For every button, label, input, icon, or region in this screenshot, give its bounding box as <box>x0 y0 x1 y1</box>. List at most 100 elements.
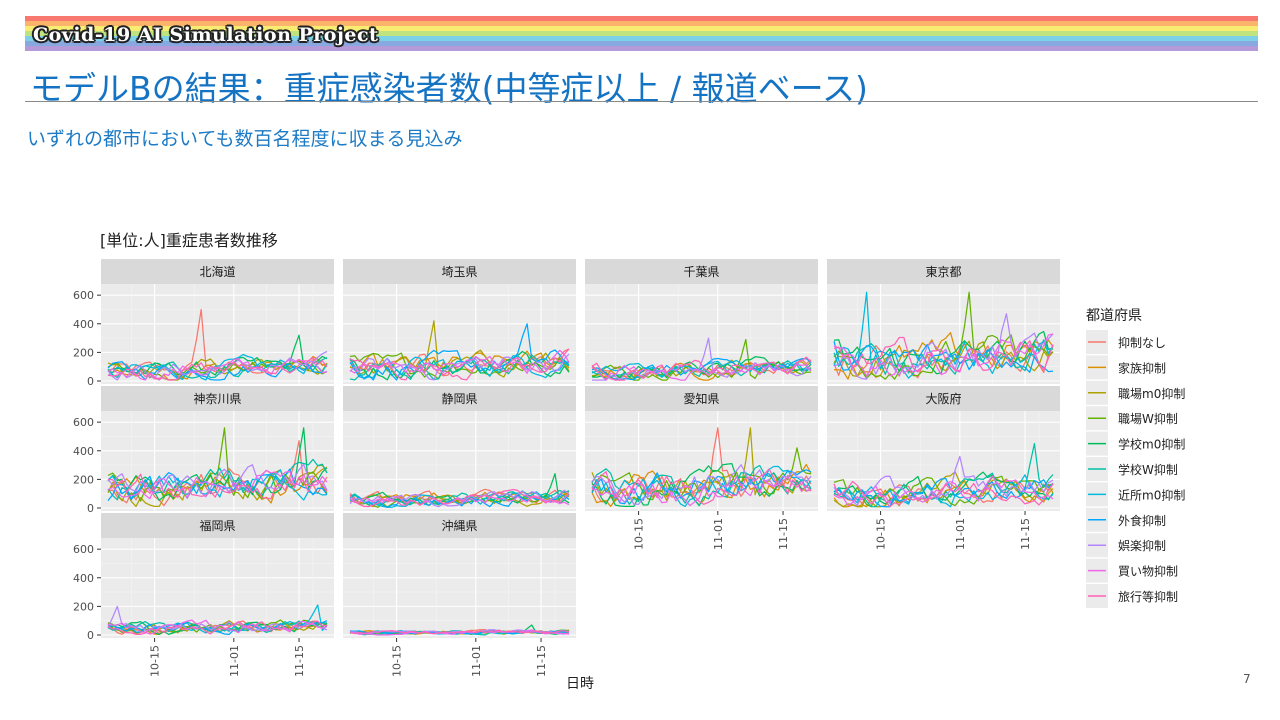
x-tick-label: 11-15 <box>535 645 548 677</box>
x-tick-label: 11-01 <box>470 645 483 677</box>
series-line <box>833 336 1054 373</box>
rainbow-stripe <box>25 31 1258 36</box>
x-tick-label: 11-01 <box>712 518 725 550</box>
series-line <box>591 363 812 381</box>
x-tick-label: 11-01 <box>228 645 241 677</box>
series-line <box>833 480 1054 508</box>
series-line <box>591 356 812 381</box>
facet-label: 愛知県 <box>683 392 719 406</box>
facet-strip <box>585 259 818 284</box>
facet-panel: 東京都 <box>827 259 1060 384</box>
facet-panel: 埼玉県 <box>343 259 576 384</box>
facet-strip <box>343 259 576 284</box>
plot-background <box>343 538 576 638</box>
facet-label: 沖縄県 <box>441 518 477 533</box>
x-axis-title: 日時 <box>566 676 594 692</box>
legend-label: 外食抑制 <box>1118 513 1166 528</box>
series-line <box>107 353 328 381</box>
y-tick-label: 200 <box>73 600 94 613</box>
rainbow-stripe <box>25 41 1258 46</box>
y-tick-label: 0 <box>87 375 94 388</box>
series-line <box>591 462 812 508</box>
facet-strip <box>585 386 818 411</box>
y-tick-label: 400 <box>73 572 94 585</box>
x-tick-label: 10-15 <box>149 645 162 677</box>
y-tick-label: 0 <box>87 502 94 515</box>
series-line <box>349 323 570 381</box>
facet-strip <box>101 259 334 284</box>
facet-label: 埼玉県 <box>441 265 477 279</box>
chart-title: [単位:人]重症患者数推移 <box>100 231 278 250</box>
series-line <box>833 333 1054 377</box>
page-number: 7 <box>1243 672 1251 686</box>
y-tick-label: 600 <box>73 289 94 302</box>
facet-panel: 福岡県 0 200 400 600 10-15 11-01 11-15 <box>73 513 334 677</box>
series-line <box>349 495 570 506</box>
y-tick-label: 200 <box>73 346 94 359</box>
series-line <box>349 320 570 378</box>
y-tick-label: 0 <box>87 629 94 642</box>
facet-strip <box>827 386 1060 411</box>
x-tick-label: 10-15 <box>633 518 646 550</box>
facet-label: 神奈川県 <box>193 392 241 406</box>
rainbow-banner <box>25 16 1258 56</box>
x-tick-label: 11-15 <box>1019 518 1032 550</box>
series-line <box>349 348 570 381</box>
legend-label: 近所m0抑制 <box>1118 487 1185 502</box>
x-tick-label: 10-15 <box>875 518 888 550</box>
facet-panel: 大阪府 10-15 11-01 11-15 <box>827 386 1060 550</box>
facet-strip <box>827 259 1060 284</box>
y-tick-label: 600 <box>73 543 94 556</box>
series-line <box>591 357 812 381</box>
series-line <box>591 465 812 508</box>
legend-label: 職場W抑制 <box>1118 411 1178 426</box>
legend-label: 家族抑制 <box>1118 360 1166 375</box>
series-line <box>833 442 1054 508</box>
facet-panel: 神奈川県 0 200 400 600 <box>73 386 334 515</box>
facet-panel: 静岡県 <box>343 386 576 511</box>
series-line <box>349 629 570 635</box>
facet-strip <box>101 513 334 538</box>
slide-subtitle: いずれの都市においても数百名程度に収まる見込み <box>27 128 463 150</box>
legend-label: 学校W抑制 <box>1118 462 1178 477</box>
facet-label: 静岡県 <box>441 392 477 406</box>
legend-label: 娯楽抑制 <box>1118 538 1166 553</box>
facet-strip <box>343 386 576 411</box>
series-line <box>591 468 812 505</box>
facet-label: 北海道 <box>199 264 235 279</box>
y-tick-label: 400 <box>73 445 94 458</box>
facet-label: 千葉県 <box>683 265 719 279</box>
series-line <box>349 629 570 636</box>
series-line <box>833 339 1054 375</box>
legend-label: 職場m0抑制 <box>1118 386 1185 401</box>
legend-title: 都道府県 <box>1086 308 1142 324</box>
facet-strip <box>101 386 334 411</box>
y-tick-label: 200 <box>73 473 94 486</box>
y-tick-label: 400 <box>73 318 94 331</box>
x-tick-label: 11-01 <box>954 518 967 550</box>
series-line <box>107 361 328 381</box>
series-line <box>107 427 328 502</box>
series-line <box>107 357 328 381</box>
series-line <box>107 620 328 636</box>
series-line <box>591 464 812 507</box>
rainbow-stripe <box>25 26 1258 31</box>
rainbow-stripe <box>25 46 1258 51</box>
title-divider <box>25 101 1258 102</box>
series-line <box>591 469 812 505</box>
facet-strip <box>343 513 576 538</box>
facet-label: 大阪府 <box>925 391 961 406</box>
legend-label: 買い物抑制 <box>1118 564 1178 579</box>
series-line <box>107 350 328 381</box>
series-line <box>107 463 328 498</box>
legend-label: 抑制なし <box>1118 335 1166 350</box>
rainbow-stripe <box>25 21 1258 26</box>
y-tick-label: 600 <box>73 416 94 429</box>
series-line <box>833 474 1054 508</box>
x-tick-label: 11-15 <box>293 645 306 677</box>
facet-panel: 沖縄県 10-15 11-01 11-15 <box>343 513 576 677</box>
series-line <box>592 476 812 507</box>
legend-label: 旅行等抑制 <box>1118 589 1178 604</box>
series-line <box>349 488 570 508</box>
